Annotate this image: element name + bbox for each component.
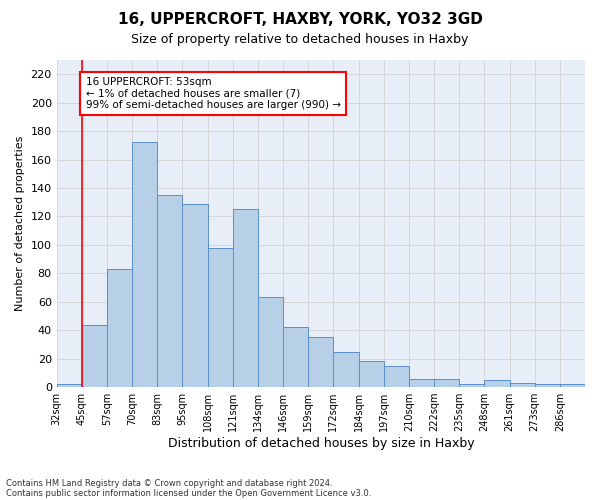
Text: Size of property relative to detached houses in Haxby: Size of property relative to detached ho… (131, 32, 469, 46)
Bar (182, 204, 208, 387)
Bar (334, 352, 359, 387)
Bar (359, 362, 384, 387)
Bar (107, 269, 132, 387)
Bar (384, 366, 409, 387)
Bar (459, 384, 484, 387)
Bar (258, 298, 283, 387)
Text: Contains HM Land Registry data © Crown copyright and database right 2024.: Contains HM Land Registry data © Crown c… (6, 478, 332, 488)
Bar (409, 378, 434, 387)
X-axis label: Distribution of detached houses by size in Haxby: Distribution of detached houses by size … (167, 437, 474, 450)
Bar (484, 380, 509, 387)
Bar (56, 384, 82, 387)
Y-axis label: Number of detached properties: Number of detached properties (15, 136, 25, 311)
Bar (82, 324, 107, 387)
Bar (434, 378, 459, 387)
Bar (509, 383, 535, 387)
Bar (208, 248, 233, 387)
Bar (283, 328, 308, 387)
Bar (308, 338, 334, 387)
Bar (560, 384, 585, 387)
Text: 16, UPPERCROFT, HAXBY, YORK, YO32 3GD: 16, UPPERCROFT, HAXBY, YORK, YO32 3GD (118, 12, 482, 28)
Bar (157, 195, 182, 387)
Text: Contains public sector information licensed under the Open Government Licence v3: Contains public sector information licen… (6, 488, 371, 498)
Bar (233, 210, 258, 387)
Text: 16 UPPERCROFT: 53sqm
← 1% of detached houses are smaller (7)
99% of semi-detache: 16 UPPERCROFT: 53sqm ← 1% of detached ho… (86, 77, 341, 110)
Bar (132, 142, 157, 387)
Bar (535, 384, 560, 387)
